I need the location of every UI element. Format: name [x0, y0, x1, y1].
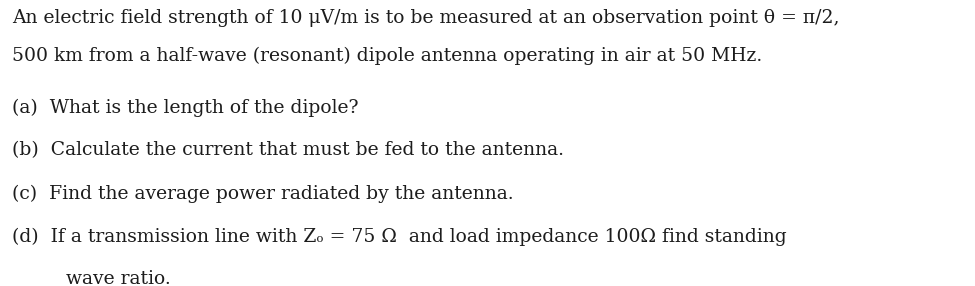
- Text: An electric field strength of 10 μV/m is to be measured at an observation point : An electric field strength of 10 μV/m is…: [12, 9, 839, 27]
- Text: (b)  Calculate the current that must be fed to the antenna.: (b) Calculate the current that must be f…: [12, 142, 564, 160]
- Text: (d)  If a transmission line with Zₒ = 75 Ω  and load impedance 100Ω find standin: (d) If a transmission line with Zₒ = 75 …: [12, 227, 786, 246]
- Text: wave ratio.: wave ratio.: [66, 270, 171, 286]
- Text: (a)  What is the length of the dipole?: (a) What is the length of the dipole?: [12, 99, 358, 117]
- Text: 500 km from a half-wave (resonant) dipole antenna operating in air at 50 MHz.: 500 km from a half-wave (resonant) dipol…: [12, 47, 761, 65]
- Text: (c)  Find the average power radiated by the antenna.: (c) Find the average power radiated by t…: [12, 184, 513, 203]
